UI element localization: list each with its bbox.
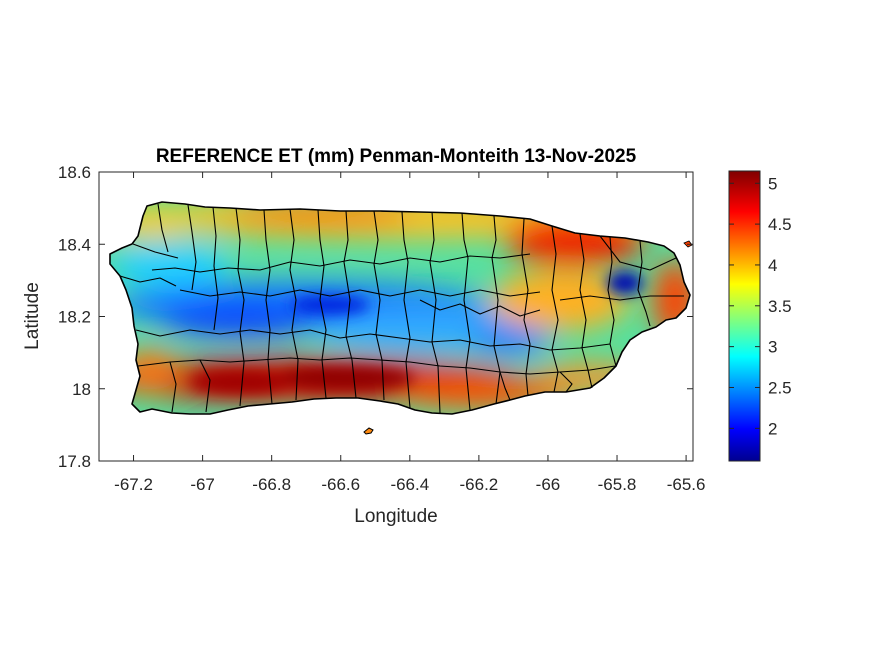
colorbar-tick-label: 4 — [768, 256, 777, 275]
municipality-boundary — [521, 218, 531, 397]
municipality-boundary — [607, 236, 617, 367]
municipality-boundary — [401, 211, 411, 409]
municipality-boundary — [132, 243, 179, 259]
x-tick-label: -66.2 — [460, 475, 499, 494]
municipality-boundary — [461, 212, 471, 411]
y-tick-label: 18.6 — [58, 163, 91, 182]
caja-de-muertos-islet — [363, 427, 374, 435]
colorbar-tick-label: 2 — [768, 419, 777, 438]
map-plot-area: -67.2 -67 -66.8 -66.6 -66.4 -66.2 -66 -65.8 -65.… — [58, 163, 706, 494]
municipality-boundary — [373, 210, 385, 401]
colorbar-tick-label: 2.5 — [768, 378, 792, 397]
municipality-boundary — [179, 289, 541, 297]
colorbar-tick-label: 3 — [768, 338, 777, 357]
municipality-boundary — [169, 361, 177, 413]
municipality-boundary — [579, 233, 593, 389]
colorbar-tick-label: 4.5 — [768, 215, 792, 234]
municipality-boundary — [551, 225, 559, 393]
municipality-boundary — [119, 275, 177, 287]
municipality-boundary — [559, 371, 573, 393]
municipality-boundary — [429, 211, 441, 414]
municipality-boundary — [137, 357, 616, 375]
municipality-boundary — [637, 240, 651, 327]
x-tick-label: -66.8 — [252, 475, 291, 494]
x-axis-label: Longitude — [354, 506, 437, 527]
colorbar: 5 4.5 4 3.5 3 2.5 2 — [728, 170, 792, 462]
x-tick-label: -66.4 — [390, 475, 429, 494]
municipality-boundary — [187, 204, 197, 291]
colorbar-tick-label: 3.5 — [768, 297, 792, 316]
colorbar-gradient — [728, 170, 761, 462]
colorbar-ticks: 5 4.5 4 3.5 3 2.5 2 — [729, 174, 792, 438]
municipality-boundary — [235, 207, 245, 407]
municipality-boundary — [599, 235, 677, 271]
y-tick-label: 18.2 — [58, 308, 91, 327]
x-tick-label: -65.8 — [598, 475, 637, 494]
municipality-boundary — [289, 208, 299, 401]
municipality-boundary — [317, 209, 327, 399]
y-tick-label: 17.8 — [58, 452, 91, 471]
colorbar-tick-label: 5 — [768, 174, 777, 193]
x-axis-ticks: -67.2 -67 -66.8 -66.6 -66.4 -66.2 -66 -65.8 -65.… — [114, 172, 705, 494]
municipality-boundary — [151, 253, 531, 273]
y-tick-label: 18.4 — [58, 235, 91, 254]
map-title: REFERENCE ET (mm) Penman-Monteith 13-Nov… — [156, 146, 637, 167]
municipality-boundaries — [119, 203, 684, 414]
island-outline — [109, 201, 691, 415]
y-axis-ticks: 18.6 18.4 18.2 18 17.8 — [58, 163, 693, 471]
y-axis-label: Latitude — [22, 282, 43, 350]
x-tick-label: -67.2 — [114, 475, 153, 494]
municipality-boundary — [343, 210, 357, 399]
municipality-boundary — [263, 209, 273, 405]
x-tick-label: -65.6 — [667, 475, 706, 494]
municipality-boundary — [199, 359, 211, 413]
x-tick-label: -66 — [536, 475, 561, 494]
municipality-boundary — [499, 371, 511, 401]
x-tick-label: -67 — [190, 475, 215, 494]
municipality-boundary — [157, 203, 169, 253]
municipality-boundary — [212, 206, 219, 331]
municipality-boundary — [559, 295, 684, 301]
municipality-boundary — [419, 299, 541, 317]
x-tick-label: -66.6 — [321, 475, 360, 494]
y-tick-label: 18 — [72, 380, 91, 399]
